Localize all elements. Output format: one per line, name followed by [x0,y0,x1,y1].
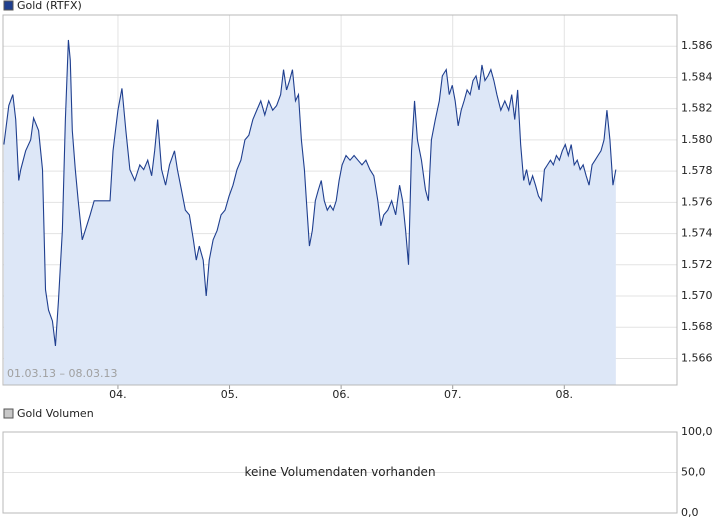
legend-swatch [3,408,14,419]
no-data-note: keine Volumendaten vorhanden [244,465,435,479]
line [3,39,617,347]
plot-frame [2,14,678,386]
y-tick-label: 1.572 [681,258,713,271]
y-tick-label: 1.576 [681,195,713,208]
plot-frame [2,431,678,514]
area [3,39,616,385]
y-tick-label: 100,0 [681,425,713,438]
y-tick-label: 1.566 [681,351,713,364]
x-tick-label: 07. [444,388,462,401]
y-tick-label: 1.586 [681,39,713,52]
x-tick-label: 06. [332,388,350,401]
legend-swatch [3,0,14,11]
x-tick-label: 04. [109,388,127,401]
y-tick-label: 50,0 [681,466,706,479]
legend-label: Gold Volumen [17,407,94,420]
legend-label: Gold (RTFX) [17,0,82,12]
x-tick-label: 05. [221,388,239,401]
y-tick-label: 1.584 [681,70,713,83]
y-tick-label: 1.582 [681,102,713,115]
date-range: 01.03.13 – 08.03.13 [7,367,117,380]
y-tick-label: 0,0 [681,506,699,519]
y-tick-label: 1.570 [681,289,713,302]
y-tick-label: 1.574 [681,227,713,240]
y-tick-label: 1.580 [681,133,713,146]
y-tick-label: 1.568 [681,320,713,333]
x-tick-label: 08. [556,388,574,401]
y-tick-label: 1.578 [681,164,713,177]
